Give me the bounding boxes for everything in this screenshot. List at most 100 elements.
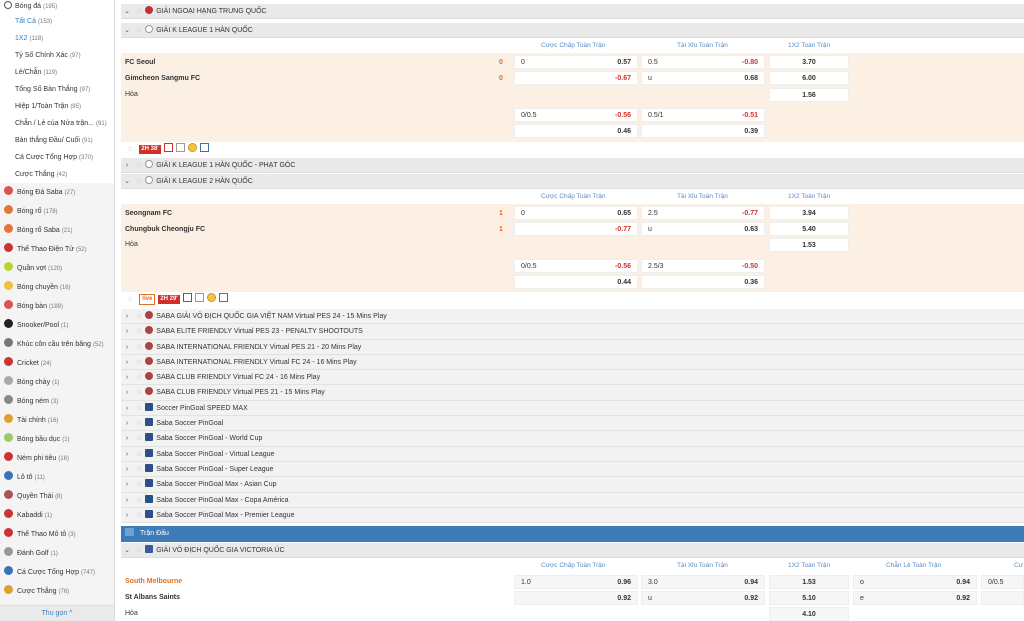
event-row[interactable]: › ☆ SABA INTERNATIONAL FRIENDLY Virtual PE… xyxy=(121,339,1024,355)
star-icon[interactable]: ☆ xyxy=(136,496,143,504)
league-row-victoria[interactable]: ⌄ ☆ GIẢI VÔ ĐỊCH QUỐC GIA VICTORIA ÚC xyxy=(121,543,1024,558)
star-icon[interactable]: ☆ xyxy=(136,328,143,336)
star-icon[interactable]: ☆ xyxy=(136,420,143,428)
odds-cell[interactable]: 1.53 xyxy=(769,575,849,589)
sidebar-sport-item[interactable]: Quần vợt (120) xyxy=(0,259,114,278)
chevron-right-icon[interactable]: › xyxy=(125,389,129,397)
collapse-button[interactable]: Thu gọn ^ xyxy=(0,605,114,621)
chevron-right-icon[interactable]: › xyxy=(125,404,129,412)
stats-icon[interactable] xyxy=(206,293,216,302)
sidebar-sport-item[interactable]: Bóng ném (3) xyxy=(0,392,114,411)
odds-cell[interactable]: 1.0 0.96 xyxy=(514,575,638,589)
star-icon[interactable]: ☆ xyxy=(127,146,134,153)
star-icon[interactable]: ☆ xyxy=(136,27,143,34)
sidebar-subitem[interactable]: Cược Thắng (42) xyxy=(0,166,114,183)
stats-icon[interactable] xyxy=(187,143,197,152)
star-icon[interactable]: ☆ xyxy=(127,296,134,303)
star-icon[interactable]: ☆ xyxy=(136,343,143,351)
star-icon[interactable]: ☆ xyxy=(136,313,143,320)
odds-cell[interactable]: 0.5 -0.80 xyxy=(641,55,765,69)
odds-cell[interactable]: 5.40 xyxy=(769,222,849,236)
event-row[interactable]: › ☆ SABA ELITE FRIENDLY Virtual PES 23 - P… xyxy=(121,324,1024,340)
sidebar-sport-item[interactable]: Đánh Golf (1) xyxy=(0,544,114,563)
sidebar-sport-item[interactable]: Cá Cược Tổng Hợp (747) xyxy=(0,563,114,582)
event-row[interactable]: › ☆ Saba Soccer PinGoal Max - Asian Cup xyxy=(121,477,1024,493)
star-icon[interactable]: ☆ xyxy=(136,374,143,382)
odds-cell[interactable]: 0.44 xyxy=(514,275,638,289)
sidebar-sport-item[interactable]: Lô tô (11) xyxy=(0,468,114,487)
odds-cell[interactable]: 0 0.57 xyxy=(514,55,638,69)
chevron-down-icon[interactable]: ⌄ xyxy=(124,8,130,15)
chevron-down-icon[interactable]: ⌄ xyxy=(124,27,130,34)
league-row-kleague2[interactable]: ⌄ ☆ GIẢI K LEAGUE 2 HÀN QUỐC xyxy=(121,174,1024,189)
sidebar-sport-item[interactable]: Quyền Thái (8) xyxy=(0,487,114,506)
chevron-right-icon[interactable]: › xyxy=(125,313,129,320)
star-icon[interactable]: ☆ xyxy=(136,450,143,458)
star-icon[interactable]: ☆ xyxy=(136,511,143,519)
league-row-china[interactable]: ⌄ ☆ GIẢI NGOẠI HẠNG TRUNG QUỐC xyxy=(121,4,1024,19)
odds-cell[interactable]: 0.5/1 -0.51 xyxy=(641,108,765,122)
event-row[interactable]: › ☆ Saba Soccer PinGoal Max - Premier Leag… xyxy=(121,507,1024,524)
chart-icon[interactable] xyxy=(199,143,209,152)
scoreboard-icon[interactable] xyxy=(194,293,204,302)
star-icon[interactable]: ☆ xyxy=(136,481,143,489)
sidebar-sport-item[interactable]: Bóng bầu dục (1) xyxy=(0,430,114,449)
event-row[interactable]: › ☆ Saba Soccer PinGoal Max - Copa América xyxy=(121,492,1024,508)
play-icon[interactable] xyxy=(182,293,192,302)
sidebar-sport-item[interactable]: Bóng rổ (178) xyxy=(0,202,114,221)
chevron-right-icon[interactable]: › xyxy=(125,162,129,169)
chevron-right-icon[interactable]: › xyxy=(125,481,129,489)
odds-cell[interactable]: o 0.94 xyxy=(853,575,977,589)
odds-cell[interactable]: 0.46 xyxy=(514,124,638,138)
odds-cell[interactable]: 0 0.65 xyxy=(514,206,638,220)
sidebar-subitem[interactable]: Lẻ/Chẵn (119) xyxy=(0,64,114,81)
sidebar-sport-item[interactable]: Snooker/Pool (1) xyxy=(0,316,114,335)
star-icon[interactable]: ☆ xyxy=(136,162,143,169)
league-row-kleague1[interactable]: ⌄ ☆ GIẢI K LEAGUE 1 HÀN QUỐC xyxy=(121,23,1024,38)
odds-cell[interactable]: 3.94 xyxy=(769,206,849,220)
sidebar-sport-item[interactable]: Bóng chuyền (16) xyxy=(0,278,114,297)
odds-cell[interactable]: 1.53 xyxy=(769,238,849,252)
chevron-right-icon[interactable]: › xyxy=(125,435,129,443)
sidebar-sport-item[interactable]: Bóng rổ Saba (21) xyxy=(0,221,114,240)
sidebar-subitem[interactable]: Bàn thắng Đầu/ Cuối (91) xyxy=(0,132,114,149)
chevron-right-icon[interactable]: › xyxy=(125,450,129,458)
odds-cell[interactable]: 3.70 xyxy=(769,55,849,69)
star-icon[interactable]: ☆ xyxy=(136,8,143,15)
sidebar-subitem[interactable]: Tỷ Số Chính Xác (97) xyxy=(0,47,114,64)
odds-cell[interactable]: 0.92 xyxy=(514,591,638,605)
odds-cell[interactable]: 4.10 xyxy=(769,607,849,621)
chevron-right-icon[interactable]: › xyxy=(125,358,129,366)
event-row[interactable]: › ☆ SABA CLUB FRIENDLY Virtual FC 24 - 16 … xyxy=(121,370,1024,386)
odds-cell[interactable]: 1.56 xyxy=(769,88,849,102)
sidebar-sport-item[interactable]: Thể Thao Mô tô (3) xyxy=(0,525,114,544)
star-icon[interactable]: ☆ xyxy=(136,435,143,443)
event-row[interactable]: › ☆ SABA CLUB FRIENDLY Virtual PES 21 - 15… xyxy=(121,385,1024,401)
chevron-right-icon[interactable]: › xyxy=(125,496,129,504)
odds-cell[interactable] xyxy=(981,591,1024,605)
odds-cell[interactable]: 0.36 xyxy=(641,275,765,289)
scoreboard-icon[interactable] xyxy=(175,143,185,152)
odds-cell[interactable]: 0/0.5 -0.56 xyxy=(514,259,638,273)
sidebar-sport-item[interactable]: Khúc côn cầu trên băng (52) xyxy=(0,335,114,354)
odds-cell[interactable]: 0.39 xyxy=(641,124,765,138)
league-row-kleague1-corner[interactable]: › ☆ GIẢI K LEAGUE 1 HÀN QUỐC - PHẠT GÓC xyxy=(121,158,1024,173)
chart-icon[interactable] xyxy=(218,293,228,302)
odds-cell[interactable]: 6.00 xyxy=(769,71,849,85)
sidebar-subitem[interactable]: Hiệp 1/Toàn Trận (95) xyxy=(0,98,114,115)
chevron-down-icon[interactable]: ⌄ xyxy=(124,547,130,554)
odds-cell[interactable]: 0/0.5 xyxy=(981,575,1024,589)
sidebar-subitem[interactable]: Tổng Số Bàn Thắng (97) xyxy=(0,81,114,98)
odds-cell[interactable]: 2.5/3 -0.50 xyxy=(641,259,765,273)
chevron-right-icon[interactable]: › xyxy=(125,420,129,428)
sidebar-subitem[interactable]: 1X2 (118) xyxy=(0,30,114,47)
chevron-right-icon[interactable]: › xyxy=(125,465,129,473)
star-icon[interactable]: ☆ xyxy=(136,178,143,185)
event-row[interactable]: › ☆ Saba Soccer PinGoal - Virtual League xyxy=(121,446,1024,462)
chevron-right-icon[interactable]: › xyxy=(125,374,129,382)
odds-cell[interactable]: 0/0.5 -0.56 xyxy=(514,108,638,122)
sidebar-sport-item[interactable]: Ném phi tiêu (16) xyxy=(0,449,114,468)
event-row[interactable]: › ☆ Saba Soccer PinGoal - World Cup xyxy=(121,431,1024,447)
star-icon[interactable]: ☆ xyxy=(136,358,143,366)
odds-cell[interactable]: 2.5 -0.77 xyxy=(641,206,765,220)
